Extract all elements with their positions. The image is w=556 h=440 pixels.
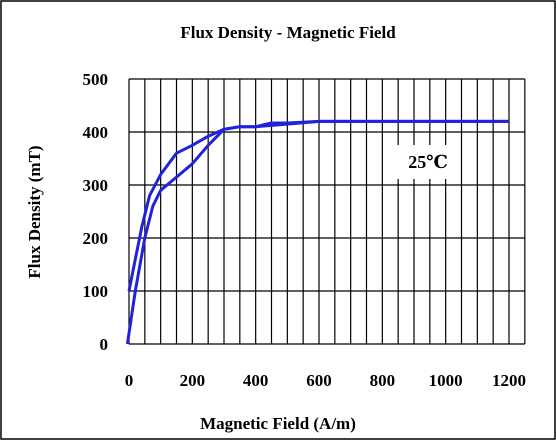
x-tick-label: 1000 — [429, 371, 463, 390]
x-tick-label: 200 — [180, 371, 206, 390]
y-tick-label: 500 — [83, 70, 109, 89]
series-lines — [125, 119, 509, 345]
y-tick-label: 200 — [83, 229, 109, 248]
chart-title: Flux Density - Magnetic Field — [180, 23, 396, 42]
x-tick-label: 1200 — [492, 371, 526, 390]
x-axis-label: Magnetic Field (A/m) — [200, 414, 356, 433]
temperature-annotation: 25℃ — [408, 152, 448, 172]
y-axis-label: Flux Density (mT) — [25, 145, 44, 278]
y-tick-label: 0 — [100, 335, 109, 354]
series-line-2 — [127, 119, 509, 292]
y-tick-label: 300 — [83, 176, 109, 195]
x-tick-labels: 0 200 400 600 800 1000 1200 — [125, 371, 526, 390]
annotation-box — [388, 145, 456, 179]
x-tick-label: 600 — [306, 371, 332, 390]
x-tick-label: 0 — [125, 371, 134, 390]
x-tick-label: 400 — [243, 371, 269, 390]
y-tick-labels: 0 100 200 300 400 500 — [83, 70, 109, 354]
x-tick-label: 800 — [370, 371, 396, 390]
y-tick-label: 400 — [83, 123, 109, 142]
y-tick-label: 100 — [83, 282, 109, 301]
